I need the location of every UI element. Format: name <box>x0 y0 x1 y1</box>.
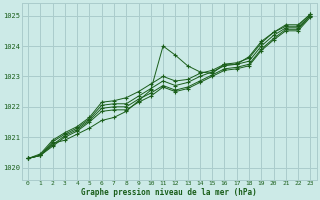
X-axis label: Graphe pression niveau de la mer (hPa): Graphe pression niveau de la mer (hPa) <box>81 188 257 197</box>
